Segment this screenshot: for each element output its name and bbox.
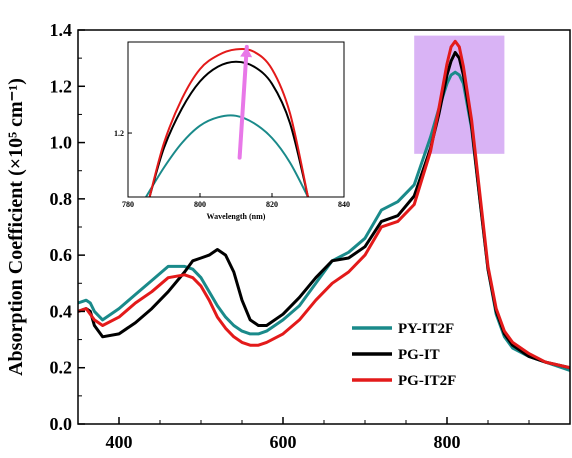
series-line-pg-it2f <box>77 39 571 370</box>
legend-label: PY-IT2F <box>398 321 454 337</box>
highlight-box <box>414 35 505 154</box>
shift-arrow-shaft <box>237 44 249 160</box>
x-tick-label: 600 <box>270 432 297 452</box>
y-axis-title: Absorption Coefficient (×10⁵ cm⁻¹) <box>5 78 27 376</box>
legend: PY-IT2F PG-IT PG-IT2F <box>352 321 456 389</box>
inset-x-tick-label: 820 <box>266 200 278 209</box>
x-tick-label: 400 <box>106 432 133 452</box>
main-ticks-layer: 400 600 800 0.0 0.2 0.4 0.6 0.8 1.0 1.2 1.4 <box>50 20 571 452</box>
x-tick-label: 800 <box>434 432 461 452</box>
inset-plot-frame <box>127 41 345 198</box>
main-series-layer <box>77 39 571 372</box>
y-tick-label: 0.8 <box>50 189 73 209</box>
inset-background <box>128 42 344 197</box>
inset-x-axis-title: Wavelength (nm) <box>207 212 266 221</box>
highlight-layer <box>414 35 505 154</box>
inset-x-tick-label: 840 <box>338 200 350 209</box>
y-tick-label: 1.0 <box>50 133 73 153</box>
inset-series-layer <box>145 48 309 197</box>
inset-x-tick-label: 800 <box>194 200 206 209</box>
y-tick-label: 0.0 <box>50 414 73 434</box>
y-tick-label: 1.4 <box>50 20 73 40</box>
inset-arrow-layer <box>237 44 253 160</box>
inset-y-tick-label: 1.2 <box>114 129 124 138</box>
y-tick-label: 0.6 <box>50 245 73 265</box>
legend-label: PG-IT <box>398 347 440 363</box>
y-tick-label: 1.2 <box>50 76 73 96</box>
inset-x-tick-label: 780 <box>122 200 134 209</box>
inset-ticks-layer: 780 800 820 840 1.2 <box>114 129 350 209</box>
legend-label: PG-IT2F <box>398 373 456 389</box>
y-tick-label: 0.2 <box>50 358 73 378</box>
inset-series-line-pg-it <box>148 60 309 197</box>
y-tick-label: 0.4 <box>50 301 73 321</box>
shift-arrow-head <box>240 46 253 58</box>
inset-series-line-py-it2f <box>145 114 309 197</box>
inset-series-line-pg-it2f <box>148 48 309 197</box>
inset-chart: 780 800 820 840 1.2 Wavelength (nm) <box>114 41 350 221</box>
